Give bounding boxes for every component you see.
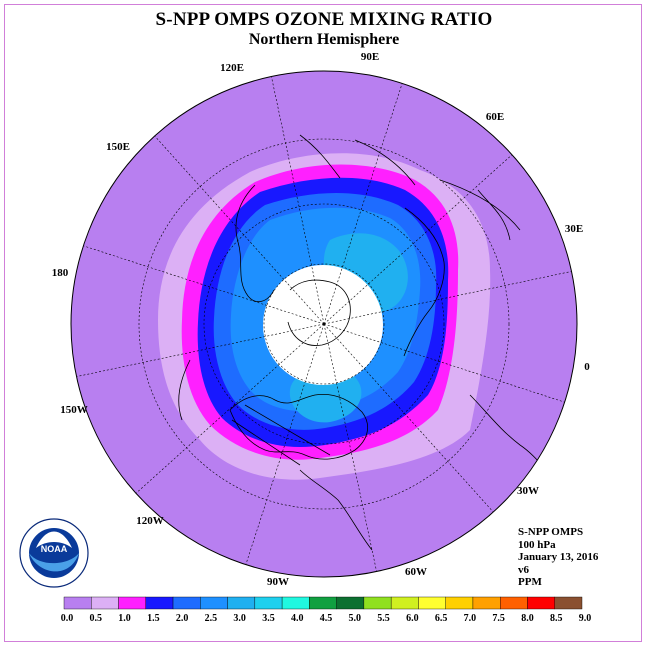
colorbar-tick-label: 3.5 [262, 613, 275, 624]
colorbar-swatch [254, 596, 283, 610]
colorbar-tick-labels: 0.0 0.5 1.0 1.5 2.0 2.5 3.0 3.5 4.0 4.5 5.0 5.5 6.0 6… [61, 613, 592, 624]
map-subtitle: Northern Hemisphere [248, 31, 400, 48]
colorbar-tick-label: 2.0 [176, 613, 189, 624]
longitude-label: 60E [486, 111, 504, 123]
colorbar-swatch [472, 596, 501, 610]
colorbar-tick-label: 0.0 [61, 613, 74, 624]
ozone-contours [158, 153, 491, 480]
colorbar-tick-label: 5.0 [349, 613, 362, 624]
colorbar-swatch [172, 596, 201, 610]
colorbar-swatch [445, 596, 474, 610]
map-title: S-NPP OMPS OZONE MIXING RATIO [155, 9, 493, 30]
colorbar-swatch [390, 596, 419, 610]
colorbar-swatch [200, 596, 228, 610]
colorbar-tick-label: 2.5 [205, 613, 218, 624]
colorbar-tick-label: 1.5 [147, 613, 160, 624]
colorbar-tick-label: 9.0 [579, 613, 592, 624]
colorbar-tick-label: 7.5 [492, 613, 505, 624]
noaa-logo: NOAA [19, 518, 89, 588]
colorbar-swatch [118, 596, 146, 610]
colorbar-tick-label: 6.5 [435, 613, 448, 624]
longitude-label: 90E [361, 51, 379, 63]
longitude-label: 30E [565, 223, 583, 235]
colorbar-swatch [309, 596, 337, 610]
latitude-circle [263, 263, 385, 385]
colorbar-swatch [554, 596, 583, 610]
colorbar-tick-label: 4.0 [291, 613, 304, 624]
colorbar-swatch [145, 596, 174, 610]
colorbar-swatch [418, 596, 446, 610]
longitude-label: 30W [517, 485, 539, 497]
graticule [76, 76, 572, 572]
colorbar-swatch [63, 596, 92, 610]
colorbar-tick-label: 5.5 [377, 613, 390, 624]
colorbar-tick-label: 8.5 [550, 613, 563, 624]
colorbar-swatch [527, 596, 555, 610]
longitude-label: 120W [136, 515, 164, 527]
product-info: S-NPP OMPS 100 hPa January 13, 2016 v6 P… [518, 526, 598, 589]
colorbar-swatch [500, 596, 528, 610]
info-units: PPM [518, 576, 542, 589]
colorbar-swatch [336, 596, 365, 610]
latitude-circle [203, 203, 445, 445]
longitude-labels: 90E 60E 30E 0 30W 60W 90W 120W 150W 180 150E 120E [52, 51, 591, 588]
longitude-label: 60W [405, 566, 427, 578]
longitude-label: 120E [220, 62, 244, 74]
coastlines [178, 134, 557, 551]
info-instrument: S-NPP OMPS [518, 526, 584, 538]
colorbar-tick-label: 3.0 [233, 613, 246, 624]
colorbar-tick-label: 4.5 [320, 613, 333, 624]
colorbar-tick-label: 8.0 [521, 613, 534, 624]
longitude-label: 150E [106, 141, 130, 153]
colorbar-tick-label: 7.0 [464, 613, 477, 624]
info-version: v6 [518, 563, 529, 576]
info-level: 100 hPa [518, 538, 556, 551]
plot-frame [4, 4, 642, 642]
longitude-label: 180 [52, 267, 69, 279]
longitude-label: 150W [60, 404, 88, 416]
colorbar-tick-label: 0.5 [90, 613, 103, 624]
colorbar-tick-label: 6.0 [406, 613, 419, 624]
noaa-logo-text: NOAA [41, 544, 68, 554]
colorbar-tick-label: 1.0 [118, 613, 131, 624]
colorbar-swatch [363, 596, 392, 610]
colorbar-swatch [227, 596, 256, 610]
colorbar-swatch [281, 596, 310, 610]
longitude-label: 90W [267, 576, 289, 588]
colorbar-swatch [91, 596, 119, 610]
info-date: January 13, 2016 [518, 551, 599, 564]
longitude-label: 0 [584, 361, 590, 373]
latitude-circle [138, 138, 510, 510]
colorbar [63, 596, 583, 610]
